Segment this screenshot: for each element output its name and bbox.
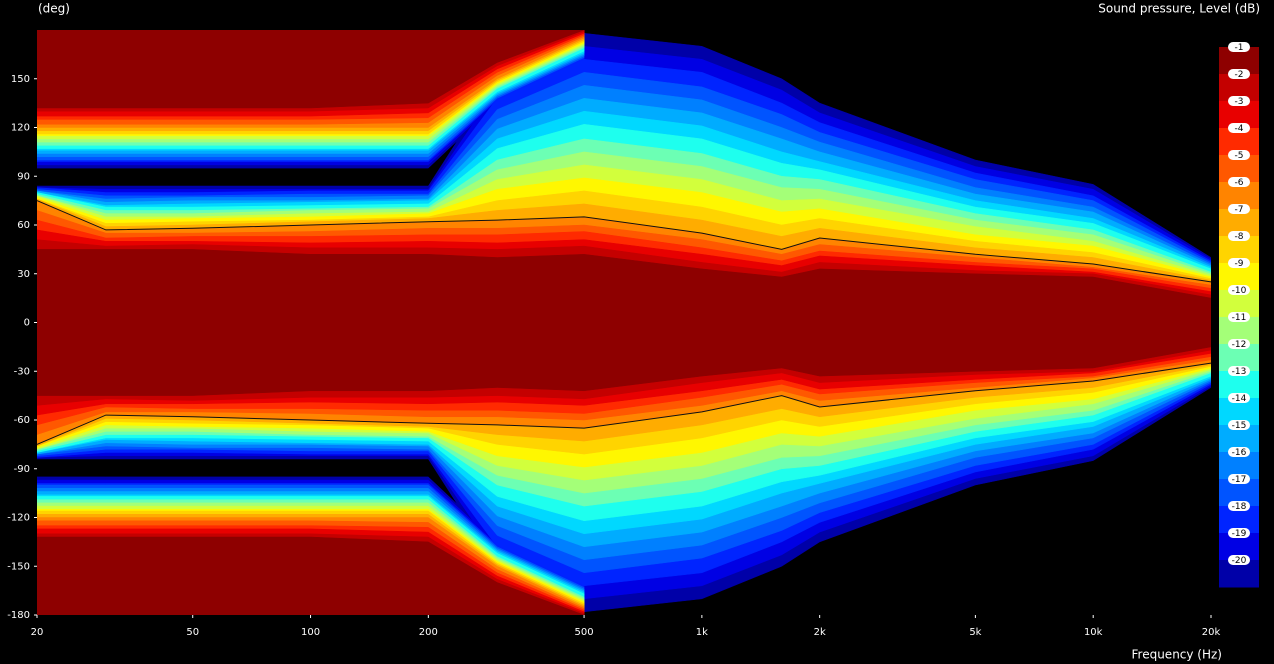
colorbar-label: -11 xyxy=(1232,313,1247,323)
colorbar-label-bg xyxy=(1228,285,1250,295)
colorbar-label: -19 xyxy=(1232,529,1247,539)
x-tick-label: 500 xyxy=(575,627,594,638)
x-axis-label: Frequency (Hz) xyxy=(1132,648,1223,662)
colorbar-label-bg xyxy=(1228,150,1250,160)
x-tick-label: 20k xyxy=(1202,627,1221,638)
colorbar-label-bg xyxy=(1228,204,1250,214)
y-tick-label: -90 xyxy=(14,464,30,475)
colorbar-label: Sound pressure, Level (dB) xyxy=(1098,2,1260,16)
colorbar-label-bg xyxy=(1228,339,1250,349)
y-tick-label: -60 xyxy=(14,415,30,426)
front-lobe-lower xyxy=(37,322,1211,396)
y-tick-label: -120 xyxy=(7,513,30,524)
colorbar-label-bg xyxy=(1228,474,1250,484)
colorbar-label: -5 xyxy=(1235,151,1244,161)
colorbar-label: -20 xyxy=(1232,556,1247,566)
x-tick-label: 5k xyxy=(969,627,981,638)
colorbar-label-bg xyxy=(1228,312,1250,322)
y-tick-label: 120 xyxy=(11,123,30,134)
colorbar-label-bg xyxy=(1228,501,1250,511)
colorbar-label: -18 xyxy=(1232,502,1247,512)
colorbar-label: -16 xyxy=(1232,448,1247,458)
y-tick-label: 90 xyxy=(17,171,30,182)
colorbar-label-bg xyxy=(1228,447,1250,457)
y-tick-label: 30 xyxy=(17,269,30,280)
colorbar-label: -9 xyxy=(1235,259,1244,269)
colorbar-label-bg xyxy=(1228,393,1250,403)
y-tick-label: 0 xyxy=(24,318,30,329)
colorbar-label: -1 xyxy=(1235,43,1244,53)
colorbar-label-bg xyxy=(1228,528,1250,538)
x-tick-label: 20 xyxy=(31,627,44,638)
y-tick-label: 60 xyxy=(17,220,30,231)
colorbar-label: -2 xyxy=(1235,70,1244,80)
y-tick-label: -180 xyxy=(7,610,30,621)
colorbar-label: -4 xyxy=(1235,124,1244,134)
colorbar-label: -3 xyxy=(1235,97,1244,107)
rear-lobe-lower xyxy=(37,536,585,615)
colorbar-label-bg xyxy=(1228,555,1250,565)
contour-fills xyxy=(37,30,1211,615)
colorbar-label-bg xyxy=(1228,258,1250,268)
y-tick-label: -150 xyxy=(7,561,30,572)
x-tick-label: 2k xyxy=(814,627,826,638)
contour-line xyxy=(37,200,1211,283)
colorbar-label-bg xyxy=(1228,366,1250,376)
y-tick-label: -30 xyxy=(14,366,30,377)
colorbar-label: -7 xyxy=(1235,205,1244,215)
y-axis-label: (deg) xyxy=(38,2,70,16)
x-tick-label: 1k xyxy=(696,627,708,638)
colorbar-label: -6 xyxy=(1235,178,1244,188)
x-tick-label: 200 xyxy=(419,627,438,638)
colorbar-label: -10 xyxy=(1232,286,1247,296)
x-tick-label: 100 xyxy=(301,627,320,638)
colorbar-label-bg xyxy=(1228,69,1250,79)
colorbar-label-bg xyxy=(1228,177,1250,187)
colorbar-label: -15 xyxy=(1232,421,1247,431)
y-tick-label: 150 xyxy=(11,74,30,85)
colorbar-label: -13 xyxy=(1232,367,1247,377)
colorbar-label: -8 xyxy=(1235,232,1244,242)
front-lobe-upper xyxy=(37,249,1211,323)
rear-lobe-upper xyxy=(37,30,585,109)
contour-line xyxy=(37,362,1211,445)
colorbar-label: -12 xyxy=(1232,340,1247,350)
colorbar-label-bg xyxy=(1228,123,1250,133)
colorbar-label: -17 xyxy=(1232,475,1247,485)
x-tick-label: 50 xyxy=(186,627,199,638)
colorbar-label-bg xyxy=(1228,96,1250,106)
x-tick-label: 10k xyxy=(1084,627,1103,638)
colorbar-label-bg xyxy=(1228,231,1250,241)
colorbar-label: -14 xyxy=(1232,394,1247,404)
colorbar-label-bg xyxy=(1228,42,1250,52)
colorbar-label-bg xyxy=(1228,420,1250,430)
